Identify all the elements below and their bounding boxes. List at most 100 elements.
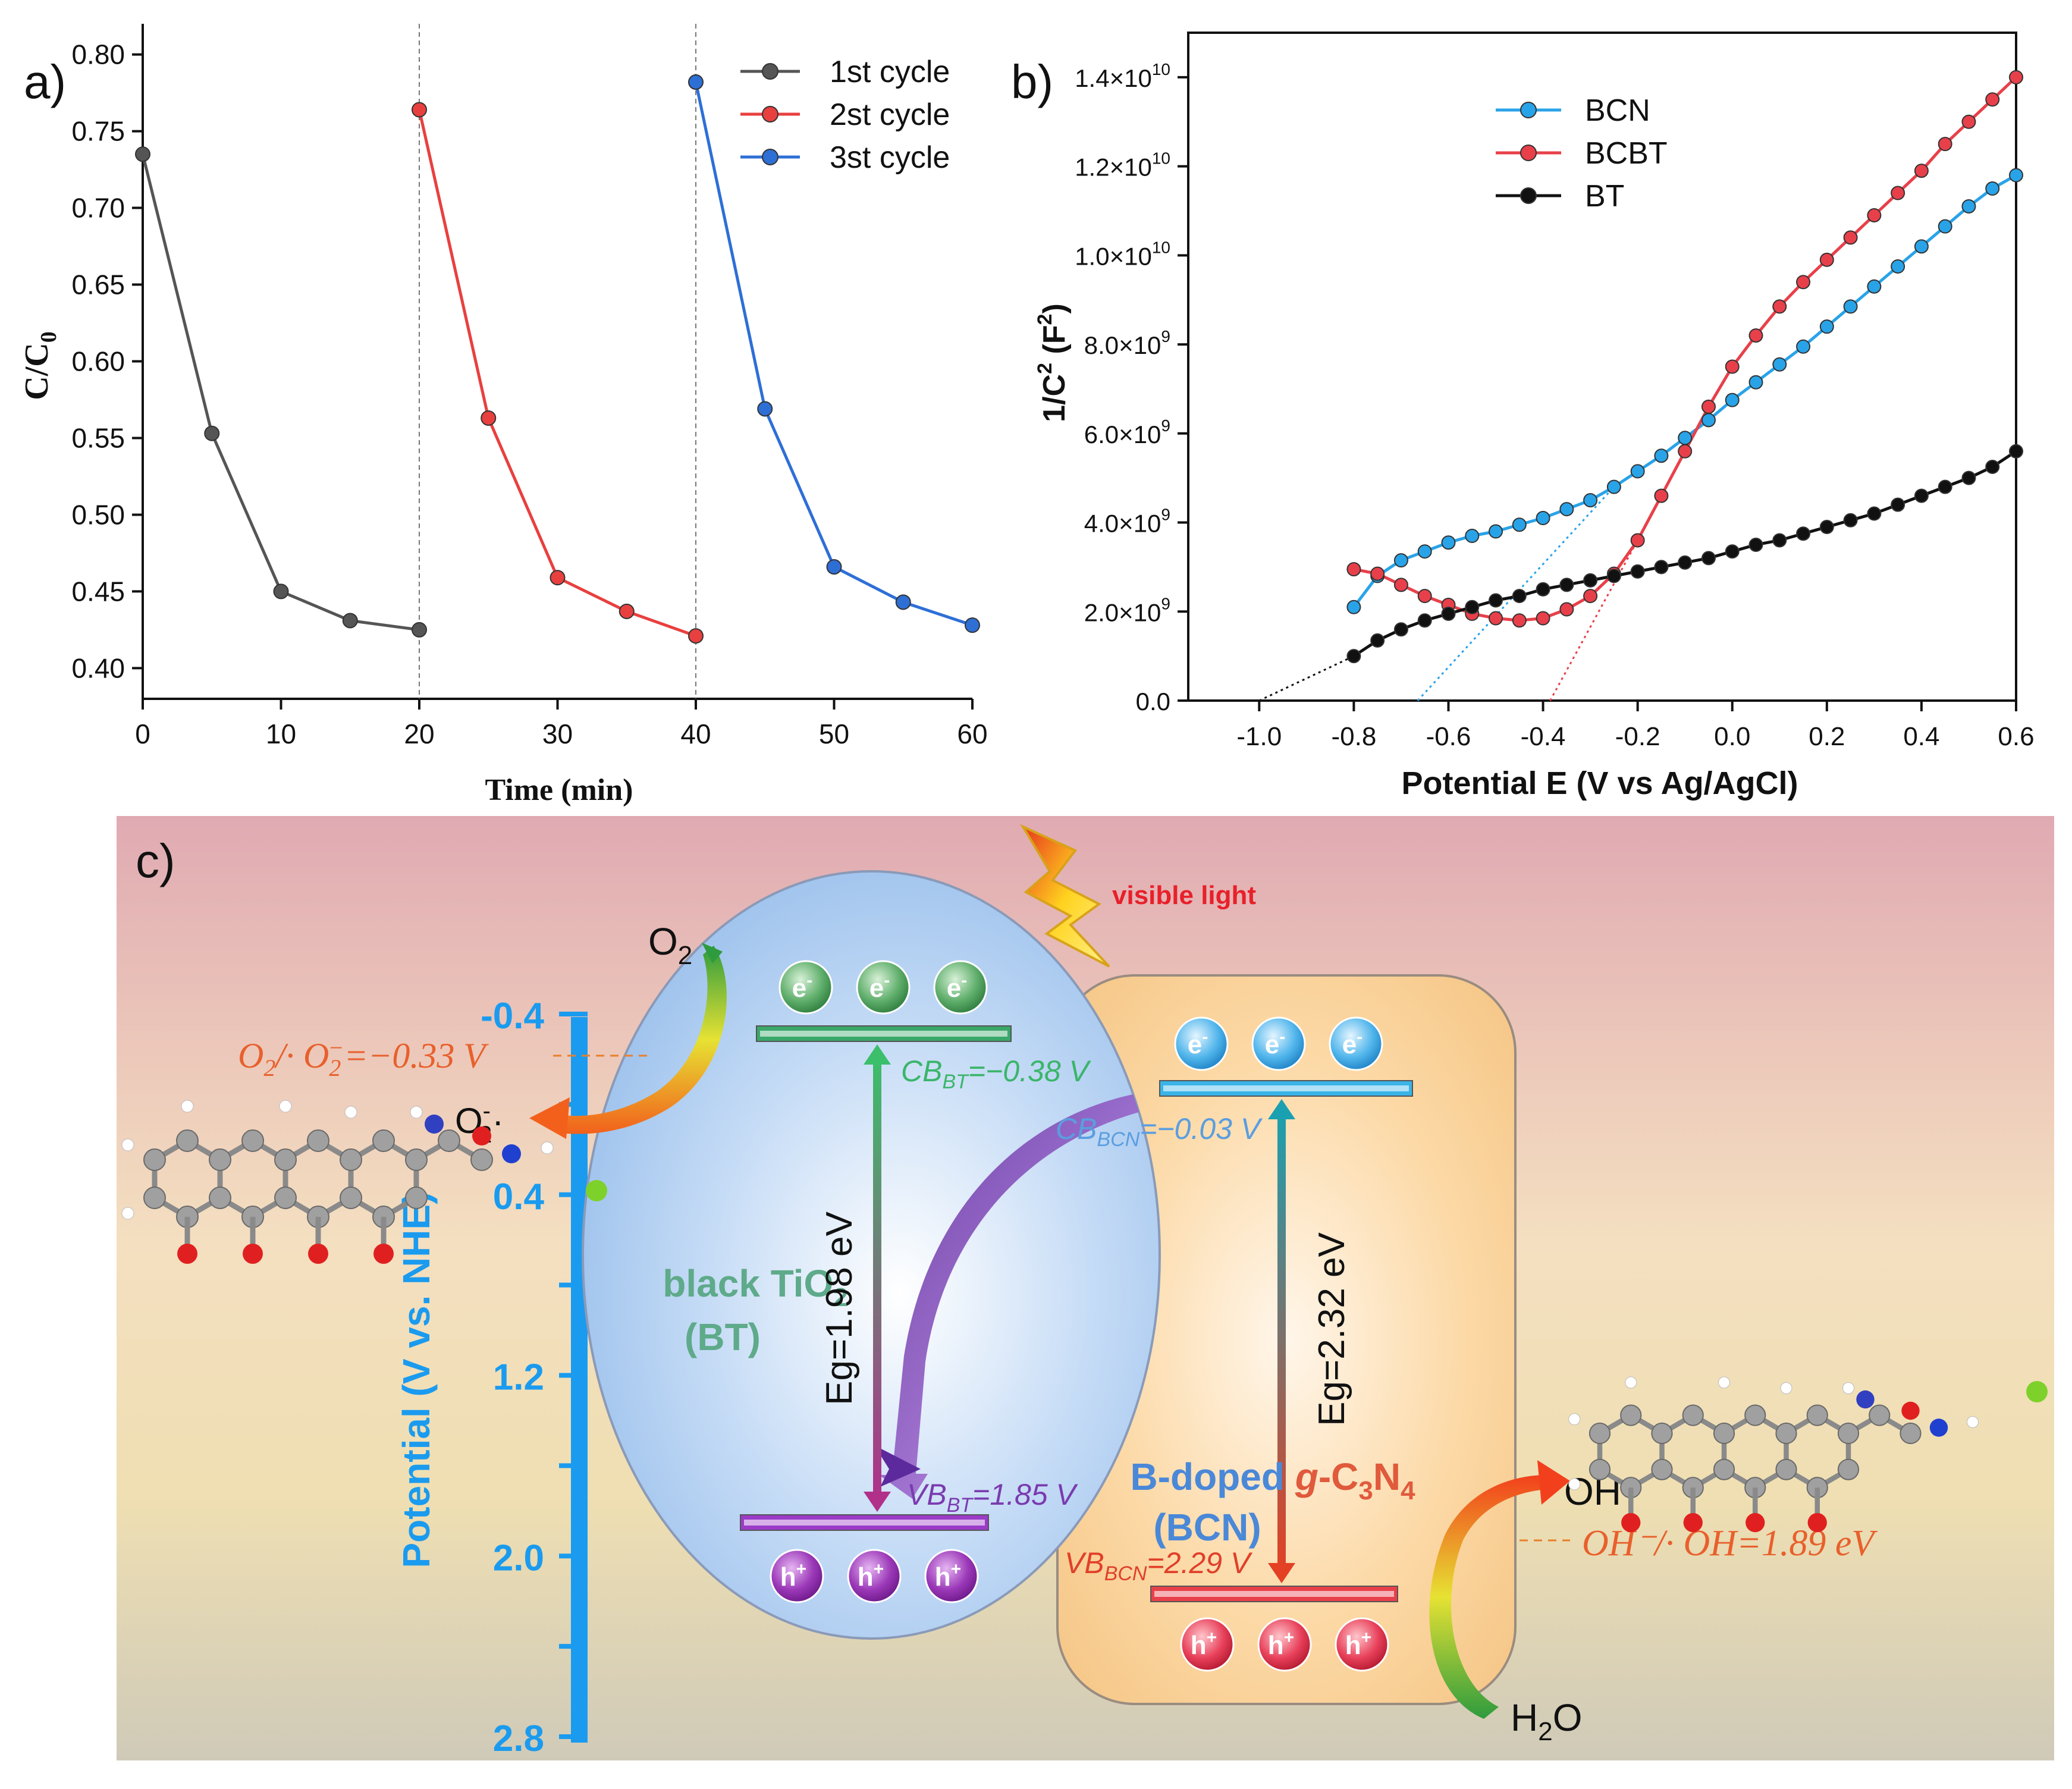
chart-b-x-tick-label: -0.2 xyxy=(1615,722,1660,751)
carbon-atom xyxy=(274,1148,297,1171)
chart-a-x-tick-label: 60 xyxy=(957,718,987,749)
bt-bandgap-arrow-down xyxy=(864,1492,891,1512)
chart-b-point xyxy=(1536,582,1550,597)
carbon-atom xyxy=(1651,1422,1673,1445)
chart-b-y-tick-label: 1.2×1010 xyxy=(1075,149,1170,181)
carbon-atom xyxy=(340,1187,362,1209)
chart-b-y-tick-mantissa: 8.0×10 xyxy=(1084,331,1161,359)
carbon-atom xyxy=(1713,1422,1735,1445)
chart-a-point xyxy=(965,617,980,633)
chart-b-legend-marker xyxy=(1520,102,1537,118)
bcn-hole-symbol: h xyxy=(1268,1631,1284,1660)
carbon-atom xyxy=(1775,1422,1797,1445)
chart-b-point xyxy=(1938,479,1952,494)
carbon-atom xyxy=(1682,1404,1704,1426)
chart-b-y-tick-mantissa: 1.2×10 xyxy=(1075,153,1152,181)
chart-b-point xyxy=(1678,431,1693,445)
chart-b-point xyxy=(1417,589,1432,604)
o2-reduction-arrow xyxy=(559,946,727,1134)
chart-b-y-tick-label: 2.0×109 xyxy=(1084,594,1170,626)
hydrogen-atom xyxy=(181,1100,194,1113)
potential-axis-tick xyxy=(559,1373,588,1378)
chart-b-point xyxy=(1512,517,1527,532)
bcn-vb-sub: BCN xyxy=(1104,1562,1147,1585)
bt-electron-charge: - xyxy=(961,971,967,990)
h2o-sub: 2 xyxy=(1538,1717,1552,1746)
bt-electron: e- xyxy=(792,971,812,1003)
chart-b-point xyxy=(1559,502,1574,517)
chart-a-point xyxy=(342,613,358,629)
chart-b-y-tick-exponent: 9 xyxy=(1161,594,1170,613)
bt-vb-label: VBBT=1.85 V xyxy=(907,1478,1079,1517)
light-label: visible light xyxy=(1112,881,1256,910)
oxygen-atom xyxy=(1807,1512,1827,1533)
bcn-hole-symbol: h xyxy=(1345,1631,1361,1660)
oxygen-atom xyxy=(472,1126,491,1145)
carbon-atom xyxy=(1744,1404,1766,1426)
potential-axis: -0.4 0.4 1.2 2.0 2.8 Potential (V vs. NHE) xyxy=(395,996,588,1759)
chart-b-y-tick-label: 1.4×1010 xyxy=(1075,60,1170,92)
chart-b-y-tick-mantissa: 1.4×10 xyxy=(1075,64,1152,92)
chart-b-point xyxy=(1583,589,1598,604)
bt-hole-sphere xyxy=(924,1549,979,1603)
chart-b-point xyxy=(1843,513,1858,528)
bcn-hole-sphere xyxy=(1335,1617,1389,1672)
chart-b-x-tick-label: 0.0 xyxy=(1714,722,1750,751)
chart-a-legend-marker xyxy=(762,63,778,80)
bcn-electron-charge: - xyxy=(1202,1027,1208,1047)
chart-a-point xyxy=(757,401,773,417)
potential-axis-tick-label: 1.2 xyxy=(493,1357,544,1398)
bcn-hole-charge: + xyxy=(1207,1628,1217,1647)
carbon-atom xyxy=(1588,1458,1611,1480)
carbon-atom xyxy=(209,1148,231,1171)
chart-b-point xyxy=(1536,511,1550,526)
potential-axis-tick xyxy=(559,1734,588,1739)
hydrogen-atom xyxy=(1718,1376,1730,1389)
bt-cb-label: CBBT=−0.38 V xyxy=(901,1054,1092,1093)
carbon-atom xyxy=(470,1148,493,1171)
bcn-cb-text: CB xyxy=(1056,1112,1097,1145)
hydrogen-atom xyxy=(1568,1413,1581,1426)
bt-hole-charge: + xyxy=(951,1559,962,1579)
bcn-hole-symbol: h xyxy=(1191,1631,1207,1660)
chart-b-point xyxy=(1654,488,1669,503)
chart-b-y-tick-exponent: 10 xyxy=(1152,238,1170,256)
hydrogen-atom xyxy=(279,1100,292,1113)
hydrogen-atom xyxy=(1967,1416,1979,1428)
chart-b-point xyxy=(1583,573,1598,588)
chart-a-point xyxy=(688,628,704,644)
chart-b-y-label-end: ) xyxy=(1037,303,1072,313)
bcn-electron: e- xyxy=(1265,1027,1285,1059)
chart-b-y-tick-mantissa: 0.0 xyxy=(1136,688,1170,715)
chart-b-point xyxy=(1843,299,1858,314)
bcn-electron-symbol: e xyxy=(1342,1030,1357,1059)
chart-b-y-tick-label: 6.0×109 xyxy=(1084,416,1170,448)
chart-b-y-label-tail-sup: 2 xyxy=(1034,314,1056,325)
hydrogen-atom xyxy=(121,1207,134,1220)
chart-a-legend-label: 3st cycle xyxy=(830,140,950,175)
carbon-atom xyxy=(143,1187,166,1209)
chart-b-y-label-main: 1/C xyxy=(1037,374,1072,422)
oxygen-atom xyxy=(373,1244,394,1264)
bcn-bandgap-arrow-down xyxy=(1268,1563,1295,1583)
chart-a-point xyxy=(481,410,497,426)
chart-b-point xyxy=(1796,339,1811,354)
chart-b-point xyxy=(1630,464,1645,479)
chart-b-y-tick-label: 8.0×109 xyxy=(1084,327,1170,359)
panel-c-tag: c) xyxy=(136,834,175,887)
chart-b-y-axis-label: 1/C2 (F2) xyxy=(1034,303,1072,422)
o2-redox-b-sub: 2 xyxy=(329,1054,341,1081)
bcn-name: B-doped g-C3N4 xyxy=(1130,1455,1415,1505)
chart-b-point xyxy=(1393,553,1408,568)
h2o-label: H2O xyxy=(1511,1696,1582,1746)
carbon-atom xyxy=(1806,1404,1828,1426)
chart-a: a) 0 10 20 30 40 50 60 0.40 0.45 0.50 0.55 0.60 0.65… xyxy=(18,24,988,807)
chart-a-y-axis-label: C/C0 xyxy=(18,331,61,400)
chart-a-point xyxy=(412,102,427,118)
bt-cb-sub: BT xyxy=(942,1071,969,1093)
oxygen-atom xyxy=(1683,1512,1703,1533)
bt-electron-symbol: e xyxy=(947,974,961,1003)
chart-b-point xyxy=(1914,164,1929,178)
potential-axis-tick-label: 2.0 xyxy=(493,1537,544,1578)
carbon-atom xyxy=(1651,1458,1673,1480)
